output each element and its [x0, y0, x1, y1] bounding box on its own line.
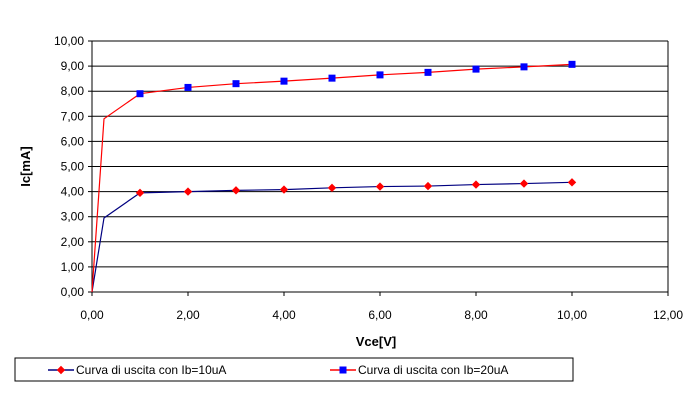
- series-line: [91, 181, 573, 293]
- data-point: [472, 65, 480, 73]
- y-tick-label: 0,00: [61, 285, 85, 299]
- y-tick-label: 8,00: [61, 84, 85, 98]
- y-tick-label: 9,00: [61, 59, 85, 73]
- data-point: [567, 178, 577, 187]
- y-axis-title: Ic[mA]: [18, 146, 33, 186]
- y-tick-label: 4,00: [61, 185, 85, 199]
- legend: Curva di uscita con Ib=10uA Curva di usci…: [14, 357, 574, 382]
- data-point: [327, 183, 337, 193]
- y-tick-label: 5,00: [61, 160, 85, 174]
- data-point: [231, 186, 241, 195]
- data-point: [136, 90, 144, 98]
- y-tick-label: 7,00: [61, 109, 85, 123]
- data-point: [423, 181, 433, 191]
- data-point: [520, 63, 528, 71]
- legend-marker: [56, 365, 66, 375]
- legend-marker: [339, 366, 347, 374]
- legend-label: Curva di uscita con Ib=20uA: [358, 363, 508, 377]
- series-1: [91, 178, 577, 293]
- data-point: [183, 187, 193, 196]
- x-axis-title: Vce[V]: [356, 334, 396, 349]
- x-tick-label: 0,00: [80, 308, 104, 322]
- x-tick-label: 12,00: [653, 308, 683, 322]
- y-tick-label: 2,00: [61, 235, 85, 249]
- x-tick-label: 6,00: [368, 308, 392, 322]
- x-tick-label: 10,00: [557, 308, 587, 322]
- data-point: [279, 185, 289, 194]
- data-point: [376, 71, 384, 79]
- data-point: [375, 182, 385, 191]
- y-tick-label: 3,00: [61, 210, 85, 224]
- series-layer: [91, 60, 577, 293]
- x-tick-label: 4,00: [272, 308, 296, 322]
- series-2: [91, 60, 576, 293]
- legend-box: [14, 357, 574, 382]
- data-point: [232, 80, 240, 88]
- data-point: [328, 74, 336, 82]
- data-point: [568, 60, 576, 68]
- data-point: [424, 68, 432, 76]
- axes: [88, 40, 669, 296]
- x-tick-label: 2,00: [176, 308, 200, 322]
- legend-label: Curva di uscita con Ib=10uA: [76, 363, 226, 377]
- x-tick-label: 8,00: [464, 308, 488, 322]
- data-point: [280, 77, 288, 85]
- y-tick-label: 1,00: [61, 260, 85, 274]
- y-tick-label: 10,00: [54, 34, 84, 48]
- data-point: [471, 180, 481, 189]
- data-point: [135, 188, 145, 198]
- tick-labels: 0,00 1,00 2,00 3,00 4,00 5,00 6,00 7,00 8,00 9,00…: [54, 34, 683, 322]
- series-line: [91, 63, 573, 293]
- data-point: [184, 83, 192, 91]
- y-tick-label: 6,00: [61, 134, 85, 148]
- data-point: [519, 179, 529, 188]
